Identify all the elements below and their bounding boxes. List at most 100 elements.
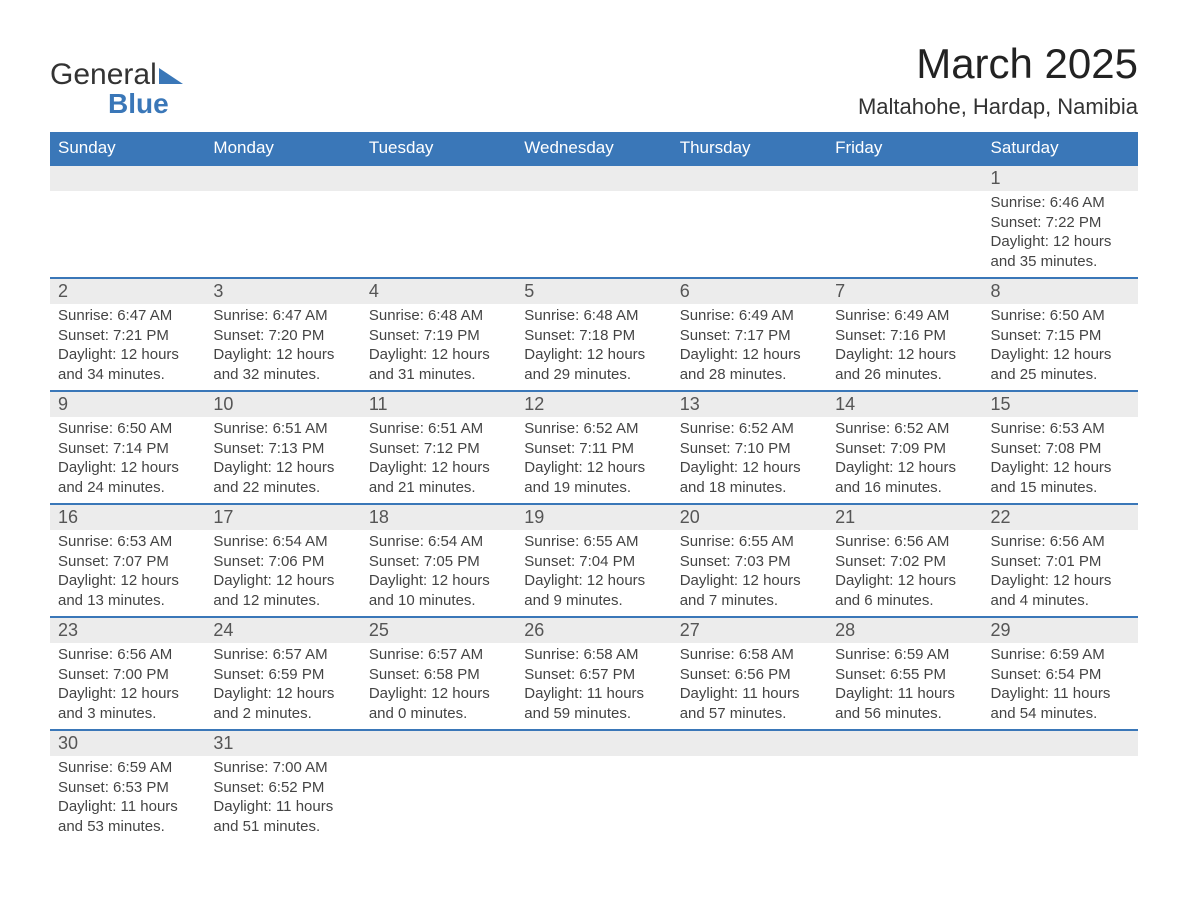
day-number: 30 bbox=[50, 731, 205, 756]
day-cell: Sunrise: 6:59 AMSunset: 6:53 PMDaylight:… bbox=[50, 756, 205, 842]
daylight-line: Daylight: 12 hours and 18 minutes. bbox=[680, 459, 801, 496]
sunrise-line: Sunrise: 6:58 AM bbox=[524, 646, 638, 663]
day-cell: Sunrise: 6:49 AMSunset: 7:17 PMDaylight:… bbox=[672, 304, 827, 390]
weekday-header: Friday bbox=[827, 132, 982, 165]
daylight-line: Daylight: 11 hours and 53 minutes. bbox=[58, 798, 178, 835]
day-cell: Sunrise: 6:59 AMSunset: 6:55 PMDaylight:… bbox=[827, 643, 982, 729]
sunset-line: Sunset: 7:03 PM bbox=[680, 553, 791, 570]
sunrise-line: Sunrise: 6:51 AM bbox=[369, 420, 483, 437]
sunrise-line: Sunrise: 6:58 AM bbox=[680, 646, 794, 663]
day-cell bbox=[516, 191, 671, 271]
daylight-line: Daylight: 12 hours and 35 minutes. bbox=[991, 233, 1112, 270]
daylight-line: Daylight: 11 hours and 57 minutes. bbox=[680, 685, 800, 722]
day-cell: Sunrise: 6:54 AMSunset: 7:05 PMDaylight:… bbox=[361, 530, 516, 616]
day-number: 29 bbox=[983, 618, 1138, 643]
sunset-line: Sunset: 6:58 PM bbox=[369, 666, 480, 683]
day-number: 6 bbox=[672, 279, 827, 304]
sunset-line: Sunset: 7:13 PM bbox=[213, 440, 324, 457]
day-number: 7 bbox=[827, 279, 982, 304]
day-number bbox=[205, 166, 360, 191]
day-number: 26 bbox=[516, 618, 671, 643]
day-number: 25 bbox=[361, 618, 516, 643]
day-number: 10 bbox=[205, 392, 360, 417]
logo-word1: General bbox=[50, 60, 183, 90]
sunrise-line: Sunrise: 6:46 AM bbox=[991, 194, 1105, 211]
day-cell: Sunrise: 6:51 AMSunset: 7:13 PMDaylight:… bbox=[205, 417, 360, 503]
daylight-line: Daylight: 12 hours and 15 minutes. bbox=[991, 459, 1112, 496]
day-number bbox=[672, 166, 827, 191]
day-number: 31 bbox=[205, 731, 360, 756]
daylight-line: Daylight: 12 hours and 7 minutes. bbox=[680, 572, 801, 609]
day-number: 8 bbox=[983, 279, 1138, 304]
sunset-line: Sunset: 7:04 PM bbox=[524, 553, 635, 570]
sunrise-line: Sunrise: 6:50 AM bbox=[991, 307, 1105, 324]
day-number: 17 bbox=[205, 505, 360, 530]
sunset-line: Sunset: 6:52 PM bbox=[213, 779, 324, 796]
sunset-line: Sunset: 7:07 PM bbox=[58, 553, 169, 570]
daylight-line: Daylight: 12 hours and 24 minutes. bbox=[58, 459, 179, 496]
day-number bbox=[361, 166, 516, 191]
day-number bbox=[516, 731, 671, 756]
day-number bbox=[983, 731, 1138, 756]
day-cell: Sunrise: 6:58 AMSunset: 6:57 PMDaylight:… bbox=[516, 643, 671, 729]
daylight-line: Daylight: 12 hours and 12 minutes. bbox=[213, 572, 334, 609]
daylight-line: Daylight: 11 hours and 56 minutes. bbox=[835, 685, 955, 722]
sunrise-line: Sunrise: 6:48 AM bbox=[524, 307, 638, 324]
day-cell: Sunrise: 6:58 AM Sunset: 6:56 PM Daylight:… bbox=[672, 643, 827, 729]
day-cell: Sunrise: 6:47 AMSunset: 7:21 PMDaylight:… bbox=[50, 304, 205, 390]
sunset-line: Sunset: 7:21 PM bbox=[58, 327, 169, 344]
day-number: 11 bbox=[361, 392, 516, 417]
weekday-header: Thursday bbox=[672, 132, 827, 165]
day-number: 28 bbox=[827, 618, 982, 643]
day-number bbox=[827, 731, 982, 756]
day-cell: Sunrise: 6:53 AMSunset: 7:07 PMDaylight:… bbox=[50, 530, 205, 616]
day-cell bbox=[516, 756, 671, 836]
sunset-line: Sunset: 7:11 PM bbox=[524, 440, 634, 457]
weekday-header: Saturday bbox=[983, 132, 1138, 165]
day-cell bbox=[827, 756, 982, 836]
sunset-line: Sunset: 7:09 PM bbox=[835, 440, 946, 457]
day-cell: Sunrise: 6:53 AMSunset: 7:08 PMDaylight:… bbox=[983, 417, 1138, 503]
sunset-line: Sunset: 7:15 PM bbox=[991, 327, 1102, 344]
day-cell: Sunrise: 6:55 AMSunset: 7:03 PMDaylight:… bbox=[672, 530, 827, 616]
sunrise-line: Sunrise: 6:56 AM bbox=[835, 533, 949, 550]
day-number: 19 bbox=[516, 505, 671, 530]
sunrise-line: Sunrise: 6:50 AM bbox=[58, 420, 172, 437]
sunrise-line: Sunrise: 6:56 AM bbox=[58, 646, 172, 663]
day-number: 16 bbox=[50, 505, 205, 530]
sunrise-line: Sunrise: 6:59 AM bbox=[58, 759, 172, 776]
day-number: 2 bbox=[50, 279, 205, 304]
logo-word2: Blue bbox=[108, 90, 183, 118]
day-number: 9 bbox=[50, 392, 205, 417]
sunrise-line: Sunrise: 6:55 AM bbox=[524, 533, 638, 550]
sunset-line: Sunset: 7:01 PM bbox=[991, 553, 1102, 570]
day-number: 21 bbox=[827, 505, 982, 530]
sunset-line: Sunset: 6:56 PM bbox=[680, 666, 791, 683]
day-number bbox=[827, 166, 982, 191]
daylight-line: Daylight: 12 hours and 29 minutes. bbox=[524, 346, 645, 383]
sunrise-line: Sunrise: 6:47 AM bbox=[213, 307, 327, 324]
sunrise-line: Sunrise: 6:47 AM bbox=[58, 307, 172, 324]
day-number: 24 bbox=[205, 618, 360, 643]
sunrise-line: Sunrise: 6:52 AM bbox=[524, 420, 638, 437]
day-number: 14 bbox=[827, 392, 982, 417]
sunset-line: Sunset: 7:22 PM bbox=[991, 214, 1102, 231]
day-number: 13 bbox=[672, 392, 827, 417]
day-cell: Sunrise: 6:56 AMSunset: 7:02 PMDaylight:… bbox=[827, 530, 982, 616]
day-number bbox=[672, 731, 827, 756]
sunrise-line: Sunrise: 6:52 AM bbox=[835, 420, 949, 437]
daylight-line: Daylight: 12 hours and 0 minutes. bbox=[369, 685, 490, 722]
sunrise-line: Sunrise: 6:51 AM bbox=[213, 420, 327, 437]
sunset-line: Sunset: 7:00 PM bbox=[58, 666, 169, 683]
sunset-line: Sunset: 7:05 PM bbox=[369, 553, 480, 570]
sunrise-line: Sunrise: 6:52 AM bbox=[680, 420, 794, 437]
weekday-header: Sunday bbox=[50, 132, 205, 165]
daylight-line: Daylight: 11 hours and 54 minutes. bbox=[991, 685, 1111, 722]
daylight-line: Daylight: 12 hours and 4 minutes. bbox=[991, 572, 1112, 609]
day-cell bbox=[827, 191, 982, 271]
daylight-line: Daylight: 12 hours and 25 minutes. bbox=[991, 346, 1112, 383]
sunrise-line: Sunrise: 6:59 AM bbox=[835, 646, 949, 663]
day-number: 20 bbox=[672, 505, 827, 530]
sunset-line: Sunset: 7:12 PM bbox=[369, 440, 480, 457]
day-cell: Sunrise: 6:48 AMSunset: 7:19 PMDaylight:… bbox=[361, 304, 516, 390]
